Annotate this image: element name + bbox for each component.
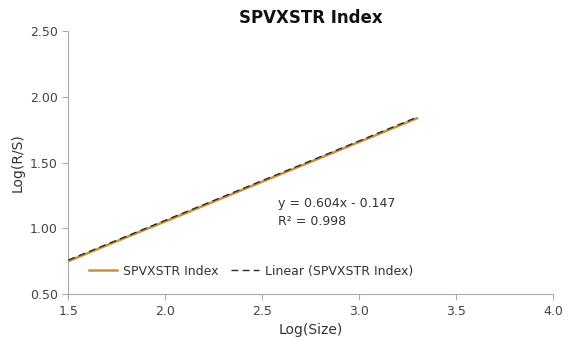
Linear (SPVXSTR Index) bbox=[231, 190, 238, 194]
Linear (SPVXSTR Index) bbox=[254, 181, 260, 185]
Title: SPVXSTR Index: SPVXSTR Index bbox=[239, 9, 382, 27]
X-axis label: Log(Size): Log(Size) bbox=[279, 323, 343, 337]
Linear (SPVXSTR Index) bbox=[272, 173, 279, 177]
Linear (SPVXSTR Index) bbox=[233, 189, 239, 193]
Linear (SPVXSTR Index) bbox=[405, 118, 412, 122]
Linear (SPVXSTR Index) bbox=[351, 141, 358, 145]
Linear (SPVXSTR Index) bbox=[414, 115, 421, 119]
Linear (SPVXSTR Index) bbox=[65, 258, 72, 262]
Text: y = 0.604x - 0.147
R² = 0.998: y = 0.604x - 0.147 R² = 0.998 bbox=[278, 197, 395, 228]
SPVXSTR Index bbox=[233, 190, 239, 194]
Y-axis label: Log(R/S): Log(R/S) bbox=[10, 133, 25, 192]
Line: Linear (SPVXSTR Index): Linear (SPVXSTR Index) bbox=[68, 117, 417, 260]
SPVXSTR Index bbox=[272, 174, 279, 178]
SPVXSTR Index bbox=[231, 191, 238, 195]
SPVXSTR Index bbox=[254, 182, 260, 186]
SPVXSTR Index bbox=[65, 259, 72, 263]
SPVXSTR Index bbox=[351, 142, 358, 146]
Line: SPVXSTR Index: SPVXSTR Index bbox=[68, 118, 417, 261]
SPVXSTR Index bbox=[414, 116, 421, 120]
SPVXSTR Index bbox=[405, 120, 412, 124]
Legend: SPVXSTR Index, Linear (SPVXSTR Index): SPVXSTR Index, Linear (SPVXSTR Index) bbox=[84, 260, 418, 283]
